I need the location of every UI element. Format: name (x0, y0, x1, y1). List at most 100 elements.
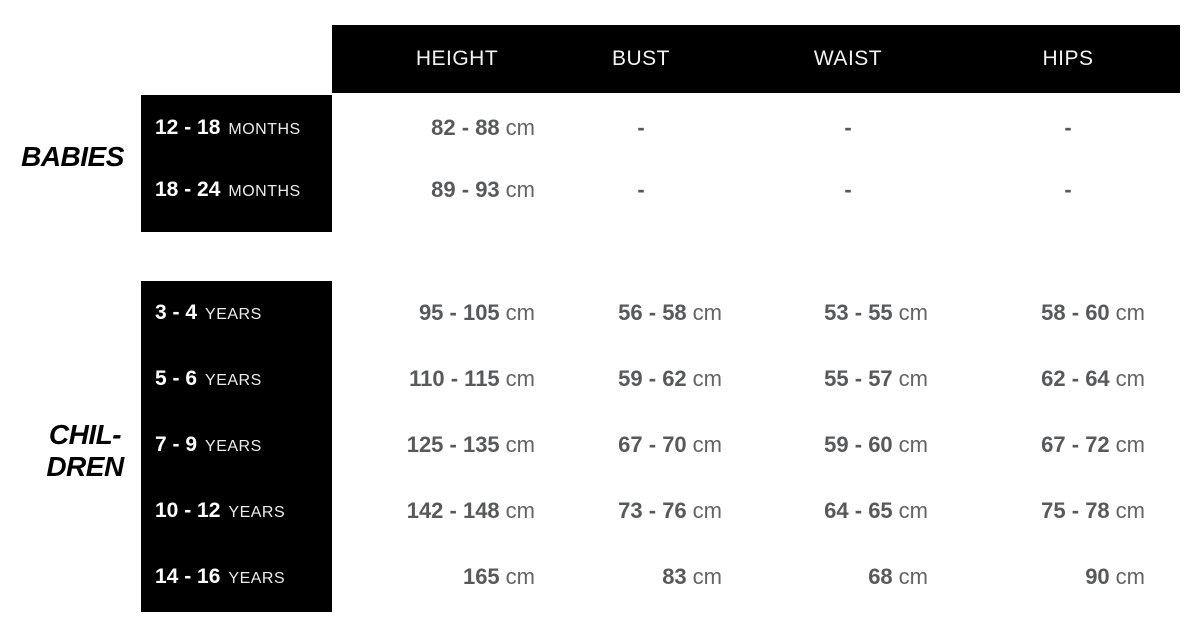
column-header-hips: HIPS (1042, 47, 1094, 70)
measure-range: 73 - 76 (618, 498, 687, 523)
measure-range: 82 - 88 (431, 115, 500, 140)
measure-range: 53 - 55 (824, 300, 893, 325)
measure-unit: cm (505, 564, 535, 589)
measure-unit: cm (692, 300, 722, 325)
age-range: 5 - 6 (155, 367, 198, 390)
hips-cell: 58 - 60 cm (935, 298, 1145, 328)
measure-range: 55 - 57 (824, 366, 893, 391)
height-cell: 125 - 135 cm (325, 430, 535, 460)
height-cell: 165 cm (325, 562, 535, 592)
height-cell: 89 - 93 cm (325, 175, 535, 205)
measure-range: 67 - 70 (618, 432, 687, 457)
bust-cell: 59 - 62 cm (512, 364, 722, 394)
measure-range: 89 - 93 (431, 177, 500, 202)
measure-unit: cm (1115, 432, 1145, 457)
bust-cell: - (611, 175, 671, 205)
hips-cell: 90 cm (935, 562, 1145, 592)
measure-unit: cm (505, 432, 535, 457)
measure-range: 59 - 62 (618, 366, 687, 391)
waist-cell: - (818, 113, 878, 143)
column-header-waist: WAIST (813, 47, 883, 70)
age-unit: YEARS (205, 306, 262, 323)
waist-cell: - (818, 175, 878, 205)
measure-range: 142 - 148 (406, 498, 500, 523)
group-label-babies: BABIES (21, 141, 124, 172)
age-unit: YEARS (205, 372, 262, 389)
measure-range: 125 - 135 (406, 432, 500, 457)
age-row: 10 - 12 YEARS (155, 497, 285, 525)
measure-range: 68 (868, 564, 893, 589)
column-header-bust: BUST (611, 47, 671, 70)
hips-cell: 67 - 72 cm (935, 430, 1145, 460)
children-age-box: 3 - 4 YEARS 5 - 6 YEARS 7 - 9 YEARS 10 - 12… (141, 281, 332, 612)
measure-unit: cm (692, 432, 722, 457)
column-header-height: HEIGHT (415, 47, 499, 70)
age-range: 3 - 4 (155, 301, 198, 324)
measure-range: 64 - 65 (824, 498, 893, 523)
measure-range: - (637, 177, 645, 202)
measure-range: 62 - 64 (1041, 366, 1110, 391)
age-unit: YEARS (228, 504, 286, 521)
group-label-children: CHIL- DREN (15, 419, 155, 483)
waist-cell: 64 - 65 cm (718, 496, 928, 526)
age-range: 10 - 12 (155, 499, 221, 522)
age-row: 5 - 6 YEARS (155, 365, 262, 393)
age-range: 14 - 16 (155, 565, 221, 588)
age-range: 18 - 24 (155, 178, 221, 201)
waist-cell: 53 - 55 cm (718, 298, 928, 328)
age-unit: YEARS (228, 570, 286, 587)
age-row: 3 - 4 YEARS (155, 299, 262, 327)
babies-age-box: 12 - 18 MONTHS 18 - 24 MONTHS (141, 95, 332, 232)
measure-range: - (1064, 177, 1072, 202)
waist-cell: 68 cm (718, 562, 928, 592)
measure-range: - (1064, 115, 1072, 140)
measure-range: 165 (462, 564, 500, 589)
measure-range: 58 - 60 (1041, 300, 1110, 325)
age-unit: MONTHS (228, 183, 301, 200)
table-header-bar: HEIGHT BUST WAIST HIPS (332, 25, 1180, 93)
bust-cell: - (611, 113, 671, 143)
height-cell: 95 - 105 cm (325, 298, 535, 328)
bust-cell: 56 - 58 cm (512, 298, 722, 328)
measure-unit: cm (505, 115, 535, 140)
measure-unit: cm (1115, 300, 1145, 325)
measure-range: 59 - 60 (824, 432, 893, 457)
measure-unit: cm (898, 432, 928, 457)
group-label-children-line1: CHIL- (48, 419, 122, 450)
measure-unit: cm (1115, 366, 1145, 391)
measure-range: 110 - 115 (409, 366, 500, 391)
measure-range: 90 (1085, 564, 1110, 589)
hips-cell: 62 - 64 cm (935, 364, 1145, 394)
measure-range: - (844, 115, 852, 140)
height-cell: 110 - 115 cm (325, 364, 535, 394)
measure-unit: cm (1115, 498, 1145, 523)
measure-unit: cm (898, 564, 928, 589)
bust-cell: 83 cm (512, 562, 722, 592)
height-cell: 82 - 88 cm (325, 113, 535, 143)
measure-unit: cm (505, 366, 535, 391)
measure-range: - (844, 177, 852, 202)
height-cell: 142 - 148 cm (325, 496, 535, 526)
measure-unit: cm (1115, 564, 1145, 589)
age-row: 18 - 24 MONTHS (155, 176, 301, 204)
hips-cell: - (1038, 113, 1098, 143)
hips-cell: 75 - 78 cm (935, 496, 1145, 526)
measure-range: 75 - 78 (1041, 498, 1110, 523)
age-range: 7 - 9 (155, 433, 198, 456)
age-row: 12 - 18 MONTHS (155, 114, 301, 142)
age-unit: MONTHS (228, 121, 301, 138)
measure-range: 56 - 58 (618, 300, 687, 325)
measure-unit: cm (505, 300, 535, 325)
measure-unit: cm (692, 564, 722, 589)
measure-range: 83 (662, 564, 687, 589)
measure-unit: cm (898, 498, 928, 523)
waist-cell: 59 - 60 cm (718, 430, 928, 460)
measure-unit: cm (898, 366, 928, 391)
measure-range: - (637, 115, 645, 140)
measure-unit: cm (505, 177, 535, 202)
age-unit: YEARS (205, 438, 262, 455)
group-label-children-line2: DREN (46, 451, 124, 482)
age-row: 7 - 9 YEARS (155, 431, 262, 459)
bust-cell: 73 - 76 cm (512, 496, 722, 526)
